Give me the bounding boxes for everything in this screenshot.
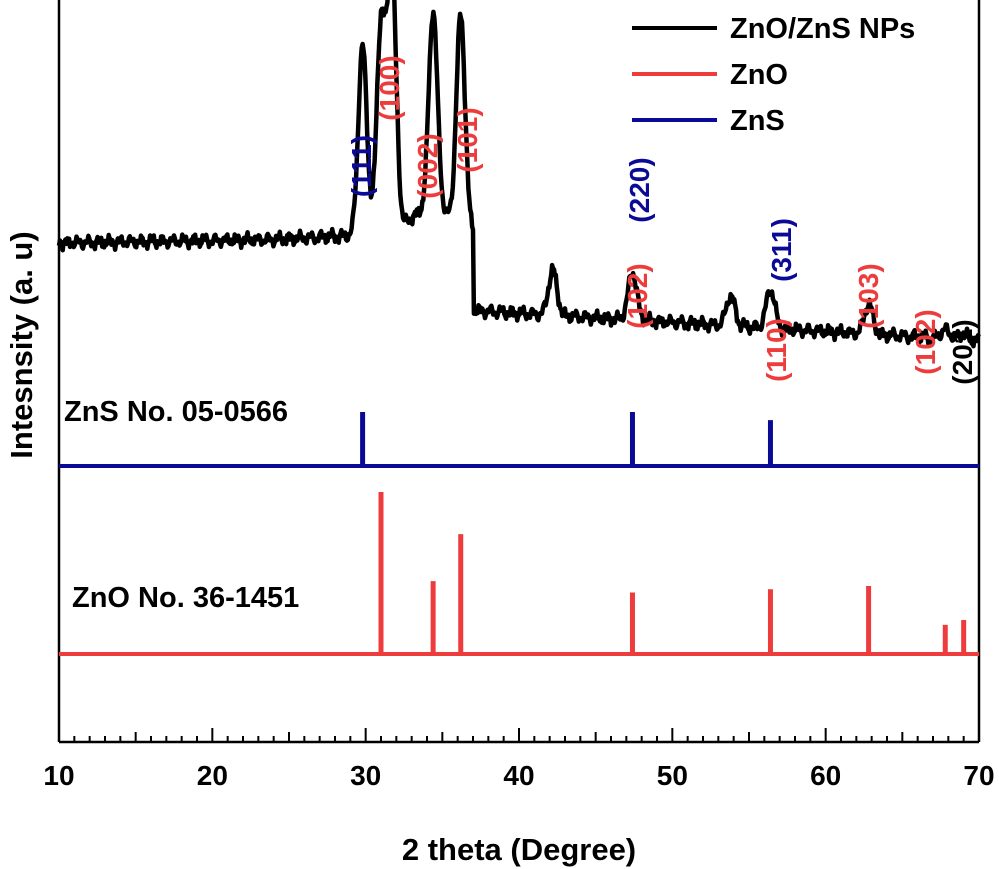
hkl-label: (102) (910, 309, 941, 374)
legend-label-zno: ZnO (730, 59, 788, 91)
zno-zns-nps-line (56, 0, 981, 349)
hkl-label: (002) (412, 133, 443, 198)
hkl-label: (201) (947, 319, 978, 384)
legend-label-zns: ZnS (730, 105, 785, 137)
hkl-annotations: (111) (100)(002) (101) (220) (102) (311) (110)… (346, 55, 978, 384)
zns-reference-trace: ZnS No. 05-0566 (59, 396, 979, 468)
legend-label-sample: ZnO/ZnS NPs (730, 13, 915, 45)
hkl-label: (101) (452, 107, 483, 172)
hkl-label: (111) (346, 135, 377, 197)
x-tick-label: 70 (963, 760, 994, 791)
x-tick-labels: 10 20 30 40 50 60 70 (43, 760, 994, 791)
x-tick-label: 40 (503, 760, 534, 791)
x-tick-label: 60 (810, 760, 841, 791)
legend: ZnO/ZnS NPs ZnO ZnS (632, 13, 915, 137)
zns-reference-label: ZnS No. 05-0566 (64, 396, 288, 428)
x-tick-label: 50 (657, 760, 688, 791)
hkl-label: (103) (853, 263, 884, 328)
x-axis-title: 2 theta (Degree) (402, 832, 636, 867)
hkl-label: (102) (622, 263, 653, 328)
zno-reference-trace: ZnO No. 36-1451 (59, 492, 979, 656)
hkl-label: (311) (766, 218, 797, 282)
zno-reference-label: ZnO No. 36-1451 (72, 582, 299, 614)
hkl-label: (100) (374, 55, 405, 120)
x-tick-label: 10 (43, 760, 74, 791)
x-tick-label: 30 (350, 760, 381, 791)
hkl-label: (110) (761, 318, 792, 382)
y-axis-title: Intesnsity (a. u) (4, 231, 39, 458)
x-axis-ticks (58, 728, 980, 742)
plot-frame (57, 0, 981, 744)
x-tick-label: 20 (197, 760, 228, 791)
hkl-label: (220) (624, 157, 655, 222)
